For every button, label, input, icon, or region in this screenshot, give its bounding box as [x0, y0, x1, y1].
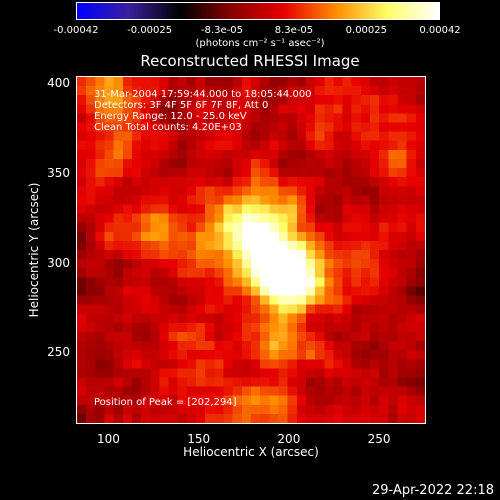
y-axis-label: Heliocentric Y (arcsec)	[27, 182, 41, 318]
colorbar-tick-label: -0.00042	[53, 25, 99, 36]
colorbar-tick-label: 8.3e-05	[274, 25, 314, 36]
x-tick-label: 150	[187, 432, 211, 446]
annotation-detectors: Detectors: 3F 4F 5F 6F 7F 8F, Att 0	[94, 100, 269, 111]
colorbar-units: (photons cm⁻² s⁻¹ asec⁻²)	[195, 38, 325, 49]
y-tick-label: 300	[47, 255, 70, 270]
y-tick-label: 250	[47, 345, 70, 360]
x-axis-label: Heliocentric X (arcsec)	[183, 445, 319, 459]
colorbar-tick-label: -8.3e-05	[201, 25, 244, 36]
x-tick-label: 200	[277, 432, 301, 446]
rhessi-image	[77, 77, 425, 423]
colorbar-tick-label: 0.00025	[345, 25, 388, 36]
colorbar-tick-label: -0.00025	[127, 25, 173, 36]
footer-date: 29-Apr-2022 22:18	[372, 483, 494, 498]
colorbar-tick-label: 0.00042	[419, 25, 461, 36]
plot-title: Reconstructed RHESSI Image	[140, 52, 360, 70]
annotation-time: 31-Mar-2004 17:59:44.000 to 18:05:44.000	[94, 89, 312, 100]
plot-frame: 31-Mar-2004 17:59:44.000 to 18:05:44.000…	[76, 76, 426, 424]
annotation-clean: Clean Total counts: 4.20E+03	[94, 122, 242, 133]
annotation-energy: Energy Range: 12.0 - 25.0 keV	[94, 111, 247, 122]
x-tick-label: 250	[367, 432, 391, 446]
colorbar	[76, 2, 440, 20]
x-tick-label: 100	[97, 432, 120, 446]
annotation-peak: Position of Peak = [202,294]	[94, 397, 237, 408]
y-tick-label: 350	[47, 165, 70, 180]
y-tick-label: 400	[47, 76, 70, 91]
